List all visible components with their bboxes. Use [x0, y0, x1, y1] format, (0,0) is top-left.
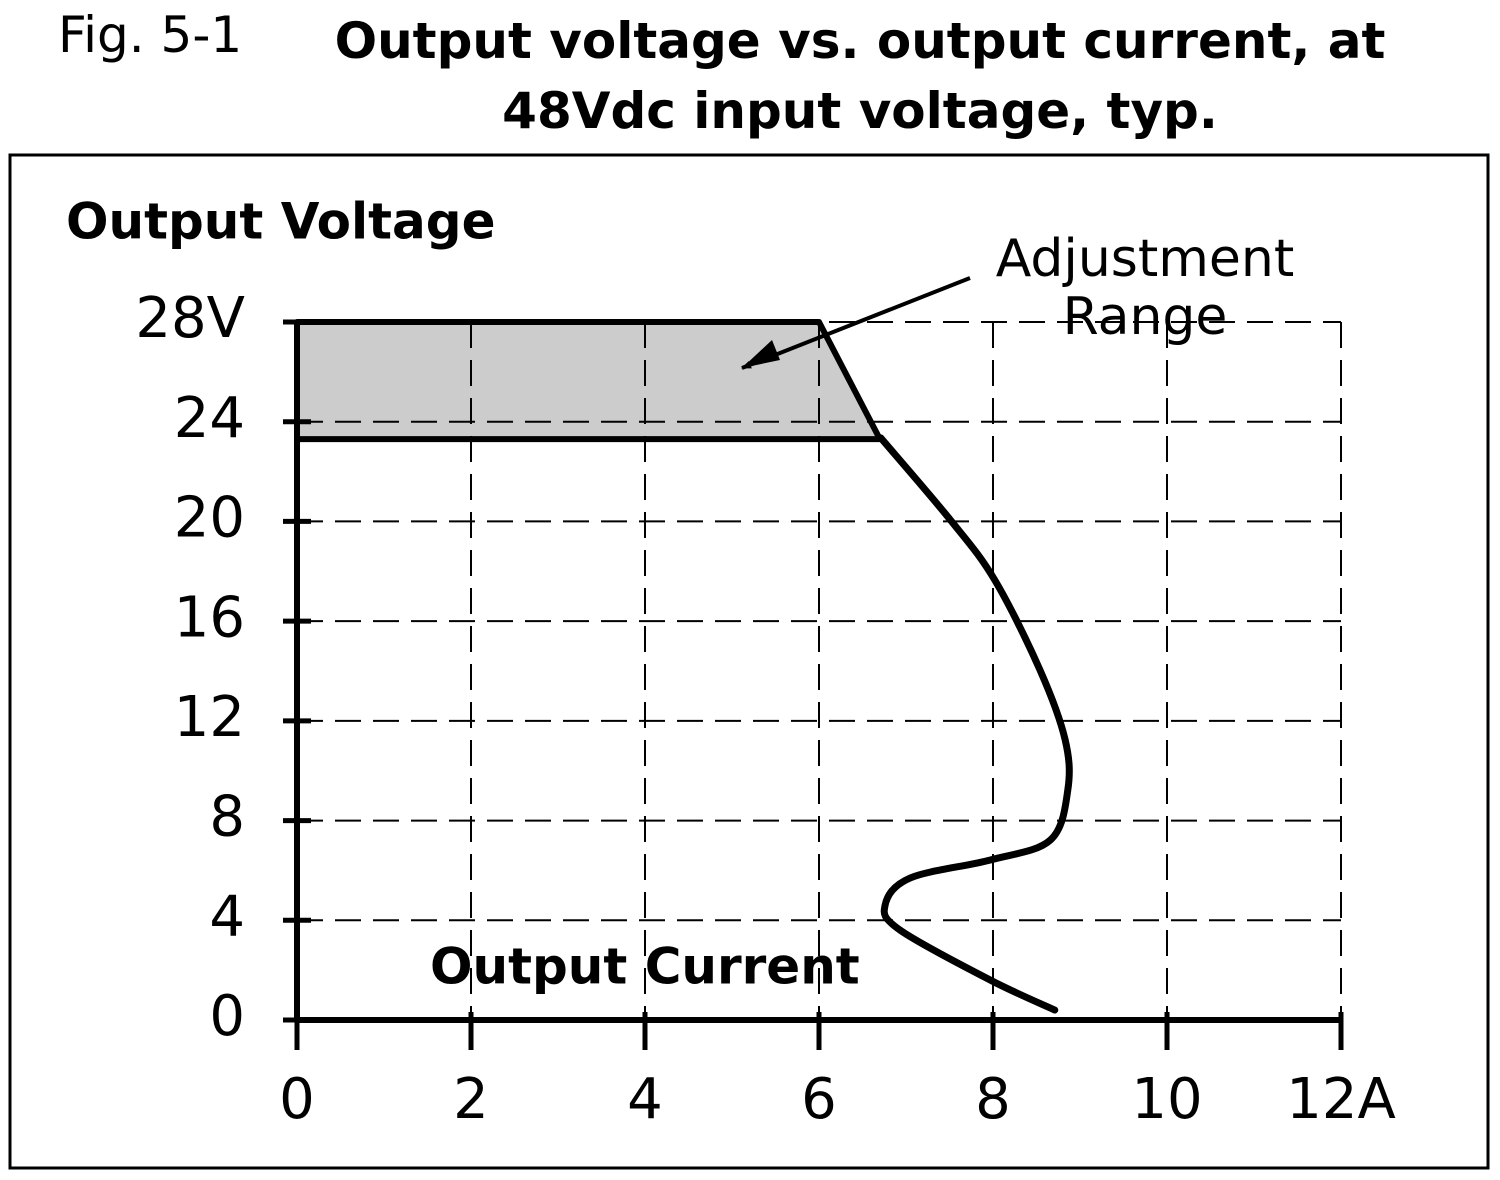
annotation: Adjustment Range: [995, 229, 1295, 347]
figure-label: Fig. 5-1: [58, 6, 243, 64]
y-tick-label: 28V: [135, 286, 245, 351]
annotation-arrow: [741, 276, 971, 370]
x-tick-label: 8: [975, 1067, 1011, 1132]
y-tick-label: 16: [174, 585, 245, 650]
chart-title: Output voltage vs. output current, at 48…: [334, 12, 1386, 140]
y-tick-label: 24: [174, 386, 245, 451]
y-tick-label: 12: [174, 685, 245, 750]
arrow-head: [742, 340, 780, 368]
x-tick-label: 2: [453, 1067, 489, 1132]
y-tick-label: 8: [209, 785, 245, 850]
x-tick-label: 12A: [1286, 1067, 1396, 1132]
y-tick-label: 4: [209, 884, 245, 949]
x-tick-label: 6: [801, 1067, 837, 1132]
x-axis-label: Output Current: [430, 938, 860, 996]
x-tick-label: 0: [279, 1067, 315, 1132]
y-tick-label: 0: [209, 984, 245, 1049]
y-tick-label: 20: [174, 486, 245, 551]
curve: [877, 434, 1073, 1014]
adjustment-area: [297, 322, 880, 440]
x-tick-label: 4: [627, 1067, 663, 1132]
x-tick-label: 10: [1131, 1067, 1202, 1132]
frame: [8, 153, 1490, 1170]
y-axis-label: Output Voltage: [66, 193, 496, 251]
